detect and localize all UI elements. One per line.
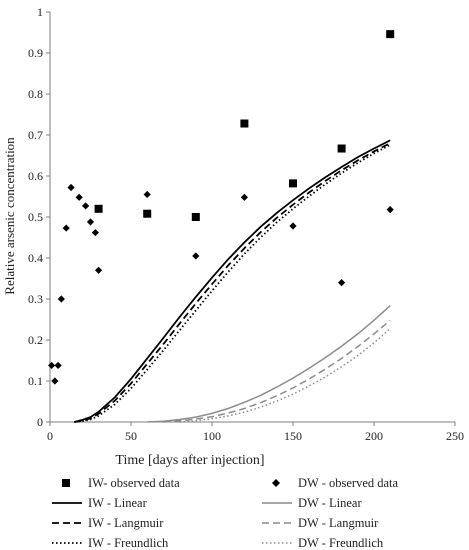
x-tick-label: 50 — [125, 429, 137, 443]
plot-axes: 0 50 100 150 200 250 0 0.1 0.2 0.3 0.4 0.5 0.6 0.7 0.8… — [28, 5, 464, 443]
y-tick-label: 1 — [37, 5, 43, 19]
legend: IW- observed data DW - observed data IW - … — [52, 476, 399, 550]
dw-observed-data-point — [75, 193, 83, 201]
legend-label: DW - Langmuir — [298, 516, 379, 530]
dw-observed-data-point — [338, 279, 346, 287]
legend-entry: IW - Langmuir — [52, 516, 164, 530]
iw-observed-data-point — [94, 204, 103, 213]
x-tick-label: 250 — [446, 429, 464, 443]
dw-observed-data-point — [240, 193, 248, 201]
iw-langmuir-line — [74, 142, 391, 423]
x-tick-label: 200 — [365, 429, 383, 443]
x-axis-label: Time [days after injection] — [115, 453, 264, 468]
y-tick-label: 0.5 — [28, 210, 43, 224]
legend-entry: IW- observed data — [62, 476, 180, 490]
dw-observed-data-point — [82, 202, 90, 210]
y-tick-label: 0.2 — [28, 333, 43, 347]
dw-observed-data-point — [95, 266, 103, 274]
iw-observed-data-point — [289, 179, 297, 188]
dw-observed-data-point — [289, 222, 297, 230]
y-tick-label: 0.7 — [28, 128, 43, 142]
y-tick-label: 0.8 — [28, 87, 43, 101]
y-axis-label: Relative arsenic concentration — [2, 137, 17, 295]
iw-observed-data-point — [386, 30, 395, 39]
legend-label: DW - Linear — [298, 496, 362, 510]
y-tick-label: 0.1 — [28, 374, 43, 388]
y-tick-label: 0.9 — [28, 46, 43, 60]
legend-marker — [62, 479, 70, 487]
y-tick-label: 0.4 — [28, 251, 43, 265]
dw-observed-data-point — [67, 183, 75, 192]
dw-observed-data-point — [48, 361, 56, 370]
dw-freundlich-line — [179, 327, 391, 423]
iw-linear-line — [74, 139, 391, 423]
plot-series — [48, 30, 395, 423]
iw-observed-data-point — [240, 119, 249, 128]
iw-freundlich-line — [74, 144, 391, 423]
iw-observed-data-point — [143, 209, 152, 218]
legend-label: IW - Freundlich — [88, 536, 169, 550]
legend-label: IW - Linear — [88, 496, 148, 510]
legend-entry: IW - Freundlich — [52, 536, 169, 550]
dw-langmuir-line — [163, 319, 391, 423]
y-tick-label: 0.6 — [28, 169, 43, 183]
dw-observed-data-point — [91, 228, 99, 237]
y-tick-label: 0.3 — [28, 292, 43, 306]
legend-entry: DW - Linear — [262, 496, 362, 510]
legend-label: IW- observed data — [88, 476, 180, 490]
x-tick-label: 150 — [284, 429, 302, 443]
dw-observed-data-point — [192, 252, 200, 260]
legend-label: DW - observed data — [298, 476, 399, 490]
legend-entry: IW - Linear — [52, 496, 148, 510]
dw-observed-data-point — [86, 218, 95, 226]
legend-entry: DW - Langmuir — [262, 516, 379, 530]
legend-marker — [272, 479, 280, 487]
legend-entry: DW - Freundlich — [262, 536, 384, 550]
legend-label: IW - Langmuir — [88, 516, 164, 530]
dw-observed-data-point — [62, 224, 70, 232]
dw-observed-data-point — [57, 295, 65, 303]
x-tick-label: 100 — [203, 429, 221, 443]
legend-entry: DW - observed data — [272, 476, 399, 490]
y-tick-label: 0 — [37, 415, 43, 429]
dw-observed-data-point — [51, 377, 59, 385]
dw-observed-data-point — [386, 206, 394, 214]
dw-linear-line — [147, 305, 391, 423]
legend-label: DW - Freundlich — [298, 536, 384, 550]
x-tick-label: 0 — [47, 429, 53, 443]
dw-observed-data-point — [143, 190, 151, 199]
iw-observed-data-point — [191, 213, 200, 221]
iw-observed-data-point — [337, 144, 346, 153]
dw-observed-data-point — [54, 361, 62, 370]
